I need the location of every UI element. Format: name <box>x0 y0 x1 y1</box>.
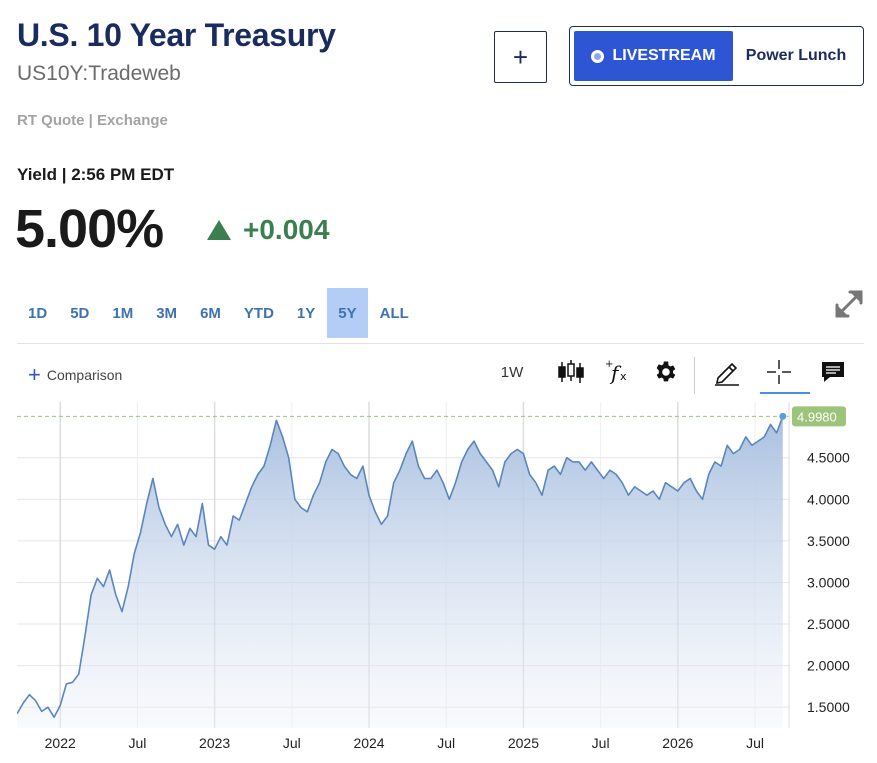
interval-button[interactable]: 1W <box>500 363 524 381</box>
expand-icon[interactable] <box>832 287 866 321</box>
y-tick-label: 3.5000 <box>807 533 850 549</box>
price-value: 5.00% <box>15 199 164 259</box>
livestream-label: LIVESTREAM <box>612 47 716 64</box>
function-icon[interactable]: + f x <box>603 357 633 387</box>
livestream-widget: LIVESTREAM Power Lunch <box>569 26 864 86</box>
divider <box>17 343 864 344</box>
x-tick-label: 2023 <box>199 735 230 751</box>
comparison-label: Comparison <box>46 367 123 383</box>
x-tick-label: Jul <box>128 735 146 751</box>
range-1d[interactable]: 1D <box>28 304 48 322</box>
x-tick-label: Jul <box>437 735 455 751</box>
x-tick-label: 2024 <box>353 735 384 751</box>
last-value-badge <box>792 406 846 427</box>
comparison-button[interactable]: + Comparison <box>28 362 123 387</box>
crosshair-icon[interactable] <box>764 357 794 387</box>
y-tick-label: 4.5000 <box>807 450 850 466</box>
y-tick-label: 3.0000 <box>807 574 850 590</box>
chart-area[interactable]: 1.5000 2.0000 2.5000 3.0000 3.5000 4.0000 4.50… <box>16 398 877 763</box>
price-change: +0.004 <box>207 214 329 246</box>
y-tick-label: 4.0000 <box>807 491 850 507</box>
live-dot-icon <box>591 49 605 63</box>
range-selector: 1D 5D 1M 3M 6M YTD 1Y 5Y ALL <box>17 288 421 338</box>
comment-icon[interactable] <box>818 357 848 387</box>
up-arrow-icon <box>207 220 231 240</box>
range-5d[interactable]: 5D <box>70 304 90 322</box>
x-tick-label: Jul <box>592 735 610 751</box>
y-tick-label: 2.0000 <box>807 658 850 674</box>
program-link[interactable]: Power Lunch <box>745 47 847 64</box>
range-6m[interactable]: 6M <box>200 304 221 322</box>
series-line <box>16 416 784 718</box>
svg-text:+: + <box>605 359 613 370</box>
range-1y[interactable]: 1Y <box>296 304 316 322</box>
x-tick-label: Jul <box>283 735 301 751</box>
yield-timestamp: Yield | 2:56 PM EDT <box>17 165 175 184</box>
add-to-watchlist-button[interactable]: + <box>494 31 547 83</box>
range-5y[interactable]: 5Y <box>327 288 368 338</box>
x-tick-label: Jul <box>746 735 764 751</box>
yield-chart[interactable]: 1.5000 2.0000 2.5000 3.0000 3.5000 4.0000 4.50… <box>16 398 877 763</box>
svg-text:x: x <box>620 370 627 383</box>
last-value-dot <box>779 412 787 420</box>
y-tick-label: 2.5000 <box>807 616 850 632</box>
y-tick-label: 1.5000 <box>807 699 850 715</box>
candlestick-icon[interactable] <box>556 357 586 387</box>
quote-source: RT Quote | Exchange <box>17 112 168 129</box>
range-ytd[interactable]: YTD <box>243 304 274 322</box>
range-3m[interactable]: 3M <box>156 304 178 322</box>
area-fill <box>17 416 783 728</box>
gear-icon[interactable] <box>652 357 678 387</box>
x-tick-label: 2025 <box>508 735 539 751</box>
last-value-label: 4.9980 <box>797 409 837 424</box>
crosshair-active-indicator <box>760 392 810 394</box>
pencil-icon[interactable] <box>712 357 742 387</box>
page-title: U.S. 10 Year Treasury <box>17 17 336 53</box>
plus-icon: + <box>28 362 41 387</box>
toolbar-divider <box>694 357 695 394</box>
x-tick-label: 2026 <box>662 735 693 751</box>
plus-icon: + <box>512 41 529 72</box>
livestream-button[interactable]: LIVESTREAM <box>574 31 733 81</box>
range-1m[interactable]: 1M <box>112 304 134 322</box>
range-all[interactable]: ALL <box>379 304 409 322</box>
symbol-label: US10Y:Tradeweb <box>17 62 181 85</box>
change-value: +0.004 <box>243 214 330 245</box>
x-tick-label: 2022 <box>45 735 76 751</box>
